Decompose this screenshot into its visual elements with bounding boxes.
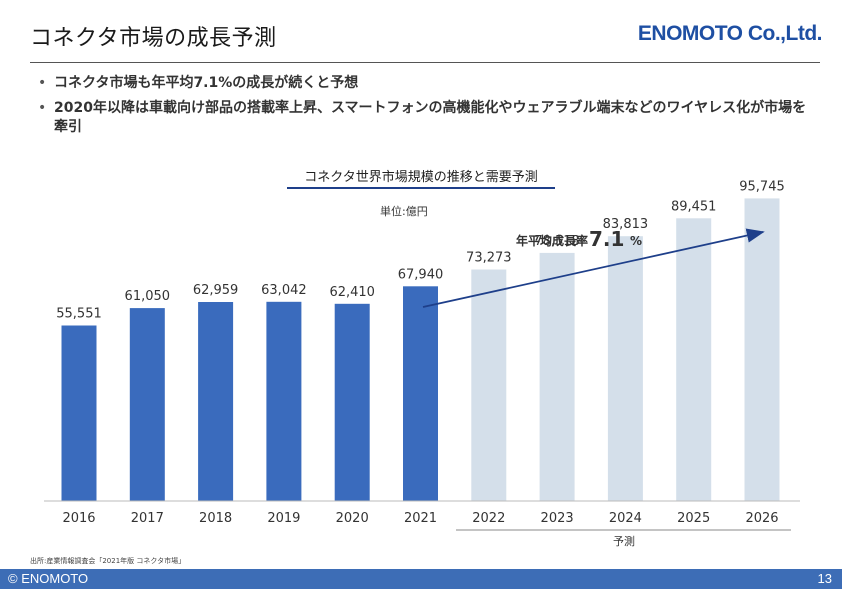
page-title: コネクタ市場の成長予測 [30, 26, 277, 51]
bar-2017 [129, 308, 165, 501]
data-label: 89,451 [671, 199, 717, 214]
cagr-label: 年平均成長率 [516, 233, 588, 248]
data-label: 78,518 [534, 234, 580, 249]
x-tick-label: 2016 [62, 511, 95, 526]
bar-2019 [266, 301, 302, 501]
bar-2022 [471, 269, 507, 501]
forecast-label: 予測 [613, 534, 635, 548]
data-label: 55,551 [56, 307, 102, 322]
data-label: 83,813 [603, 217, 649, 232]
cagr-unit: % [630, 234, 642, 248]
x-tick-label: 2020 [336, 511, 369, 526]
x-tick-label: 2018 [199, 511, 232, 526]
data-label: 95,745 [739, 179, 785, 194]
data-label: 73,273 [466, 251, 512, 266]
data-label: 63,042 [261, 283, 307, 298]
x-tick-label: 2025 [677, 511, 710, 526]
x-tick-label: 2024 [609, 511, 642, 526]
data-label: 62,410 [329, 285, 375, 300]
chart-title-underline [287, 187, 555, 189]
x-tick-label: 2026 [745, 511, 778, 526]
title-divider [30, 62, 820, 63]
bullet-list: コネクタ市場も年平均7.1%の成長が続くと予想 2020年以降は車載向け部品の搭… [38, 74, 818, 143]
footer-copyright: © ENOMOTO [8, 571, 89, 586]
bullet-item: コネクタ市場も年平均7.1%の成長が続くと予想 [38, 74, 818, 93]
data-label: 62,959 [193, 283, 239, 298]
x-tick-label: 2021 [404, 511, 437, 526]
unit-label: 単位:億円 [380, 205, 428, 218]
bar-2018 [198, 302, 234, 501]
bar-2025 [676, 218, 712, 502]
bar-2021 [403, 286, 438, 501]
bar-2016 [61, 325, 97, 501]
cagr-value: 7.1 [589, 227, 624, 251]
bar-2026 [744, 198, 780, 501]
source-note: 出所:産業情報調査会「2021年版 コネクタ市場」 [30, 557, 186, 565]
chart-title: コネクタ世界市場規模の推移と需要予測 [304, 170, 538, 185]
page-number: 13 [817, 571, 832, 586]
bullet-item: 2020年以降は車載向け部品の搭載率上昇、スマートフォンの高機能化やウェアラブル… [38, 99, 818, 137]
footer-bar: © ENOMOTO 13 [0, 569, 842, 589]
bar-2020 [334, 303, 370, 501]
x-tick-label: 2019 [267, 511, 300, 526]
data-label: 61,050 [125, 289, 171, 304]
x-tick-label: 2017 [131, 511, 164, 526]
growth-arrow [422, 228, 765, 308]
x-tick-label: 2023 [541, 511, 574, 526]
x-tick-label: 2022 [472, 511, 505, 526]
bar-2023 [539, 252, 575, 501]
bar-2024 [607, 236, 643, 501]
data-label: 67,940 [398, 267, 444, 282]
company-logo: ENOMOTO Co.,Ltd. [637, 22, 823, 45]
